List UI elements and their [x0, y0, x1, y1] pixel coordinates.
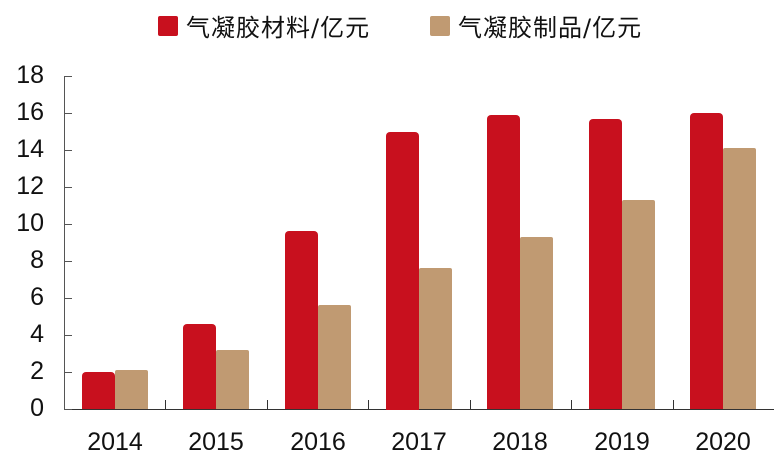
- y-tick-label: 16: [16, 98, 44, 126]
- y-tick: [64, 150, 72, 151]
- bar-materials: [589, 119, 622, 409]
- y-tick-label: 18: [16, 61, 44, 89]
- y-tick: [64, 224, 72, 225]
- y-tick-label: 0: [30, 394, 44, 422]
- y-axis: [64, 76, 65, 410]
- y-tick-label: 8: [30, 246, 44, 274]
- bar-materials: [82, 372, 115, 409]
- y-tick-label: 2: [30, 357, 44, 385]
- bar-materials: [285, 231, 318, 409]
- x-tick: [267, 400, 268, 409]
- y-tick: [64, 76, 72, 77]
- bar-products: [419, 268, 452, 409]
- x-tick-label: 2015: [188, 428, 244, 456]
- bar-products: [723, 148, 756, 409]
- x-tick: [165, 400, 166, 409]
- bar-materials: [690, 113, 723, 409]
- x-tick-label: 2016: [290, 428, 346, 456]
- legend-swatch-materials: [158, 15, 178, 36]
- x-tick-label: 2019: [594, 428, 650, 456]
- chart-legend: 气凝胶材料/亿元 气凝胶制品/亿元: [0, 8, 780, 42]
- y-tick: [64, 261, 72, 262]
- x-tick: [571, 400, 572, 409]
- y-tick-label: 4: [30, 320, 44, 348]
- bar-products: [216, 350, 249, 409]
- legend-label-products: 气凝胶制品/亿元: [458, 14, 643, 42]
- legend-item-materials: 气凝胶材料/亿元: [158, 8, 370, 43]
- y-tick: [64, 372, 72, 373]
- bar-products: [115, 370, 148, 409]
- y-tick-label: 6: [30, 283, 44, 311]
- y-tick: [64, 409, 72, 410]
- x-tick-label: 2020: [695, 428, 751, 456]
- bar-products: [520, 237, 553, 409]
- x-tick: [470, 400, 471, 409]
- x-tick: [368, 400, 369, 409]
- legend-swatch-products: [430, 15, 450, 36]
- y-tick: [64, 187, 72, 188]
- bar-materials: [386, 132, 419, 410]
- x-tick-label: 2017: [391, 428, 447, 456]
- bar-materials: [487, 115, 520, 409]
- y-tick-label: 10: [16, 209, 44, 237]
- y-tick-label: 12: [16, 172, 44, 200]
- x-tick: [673, 400, 674, 409]
- legend-item-products: 气凝胶制品/亿元: [430, 8, 642, 43]
- x-tick-label: 2014: [87, 428, 143, 456]
- y-tick: [64, 298, 72, 299]
- bar-products: [622, 200, 655, 409]
- bar-products: [318, 305, 351, 409]
- y-tick-label: 14: [16, 135, 44, 163]
- legend-label-materials: 气凝胶材料/亿元: [186, 14, 371, 42]
- y-tick: [64, 335, 72, 336]
- x-axis: [64, 409, 774, 410]
- x-tick-label: 2018: [492, 428, 548, 456]
- y-tick: [64, 113, 72, 114]
- bar-materials: [183, 324, 216, 409]
